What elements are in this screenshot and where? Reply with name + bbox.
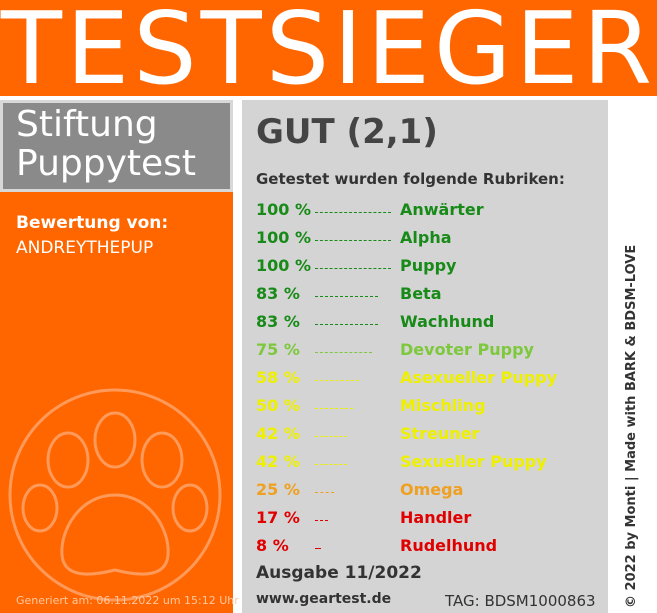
row-name: Alpha [400,228,452,247]
row-percent: 100 % [256,256,311,275]
row-leader [315,296,379,297]
brand-box [0,100,233,192]
row-percent: 42 % [256,452,300,471]
row-percent: 100 % [256,200,311,219]
rating-name: ANDREYTHEPUP [16,238,154,258]
row-percent: 58 % [256,368,300,387]
row-percent: 83 % [256,284,300,303]
row-name: Streuner [400,424,480,443]
row-percent: 17 % [256,508,300,527]
paw-icon [8,388,222,602]
grade: GUT (2,1) [256,112,438,152]
row-leader [315,352,372,353]
row-name: Puppy [400,256,457,275]
row-leader [315,436,347,437]
brand-line2: Puppytest [16,143,197,184]
row-percent: 100 % [256,228,311,247]
row-percent: 50 % [256,396,300,415]
row-name: Anwärter [400,200,484,219]
row-name: Handler [400,508,472,527]
row-leader [315,520,328,521]
row-name: Mischling [400,396,486,415]
issue: Ausgabe 11/2022 [256,563,422,583]
row-name: Omega [400,480,464,499]
row-name: Devoter Puppy [400,340,534,359]
row-leader [315,240,391,241]
website: www.geartest.de [256,591,392,607]
header-title: TESTSIEGER [0,0,657,107]
copyright: © 2022 by Monti | Made with BARK & BDSM-… [624,244,639,608]
row-name: Wachhund [400,312,495,331]
header-band [0,0,657,96]
row-percent: 83 % [256,312,300,331]
row-name: Sexueller Puppy [400,452,547,471]
brand-line1: Stiftung [16,104,158,145]
generated-note: Generiert am: 06.11.2022 um 15:12 Uhr [16,594,239,607]
rating-label: Bewertung von: [16,213,169,233]
row-leader [315,212,391,213]
row-name: Beta [400,284,442,303]
row-percent: 25 % [256,480,300,499]
row-percent: 75 % [256,340,300,359]
row-leader [315,408,353,409]
row-leader [315,380,360,381]
row-percent: 42 % [256,424,300,443]
result-panel [242,100,608,613]
row-leader [315,324,379,325]
row-leader [315,548,322,549]
tag: TAG: BDSM1000863 [445,592,596,610]
row-name: Rudelhund [400,536,498,555]
row-leader [315,464,347,465]
row-percent: 8 % [256,536,289,555]
row-leader [315,268,391,269]
intro: Getestet wurden folgende Rubriken: [256,170,565,188]
row-leader [315,492,334,493]
row-name: Asexueller Puppy [400,368,558,387]
